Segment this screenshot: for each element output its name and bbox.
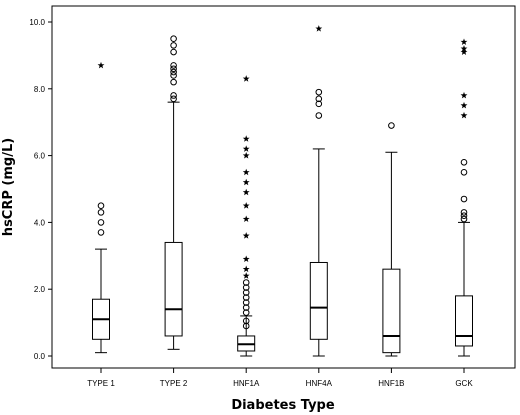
outlier-point <box>315 112 323 119</box>
outlier-point <box>242 289 250 296</box>
y-tick-label: 8.0 <box>34 85 46 94</box>
outlier-point <box>97 229 105 236</box>
box-type-1 <box>92 61 110 354</box>
outlier-point <box>388 122 395 129</box>
box-gck <box>455 38 473 357</box>
outlier-point <box>170 92 177 99</box>
box-series <box>92 25 473 357</box>
extreme-point <box>242 152 250 159</box>
extreme-point <box>242 75 250 82</box>
outlier-point <box>97 209 105 216</box>
outlier-point <box>242 294 250 301</box>
y-tick-label: 4.0 <box>34 218 46 227</box>
outlier-point <box>242 322 250 330</box>
y-axis-ticks: 0.0 2.0 4.0 6.0 8.0 10.0 <box>29 18 52 361</box>
outlier-point <box>460 212 468 220</box>
x-axis-label: Diabetes Type <box>231 398 335 413</box>
outlier-point <box>460 158 468 166</box>
outlier-point <box>170 48 177 56</box>
x-tick-label: HNF4A <box>306 379 333 388</box>
outlier-point <box>170 78 177 86</box>
outlier-point <box>460 209 468 216</box>
extreme-point <box>460 111 468 119</box>
box-type-2 <box>164 35 183 350</box>
extreme-point <box>242 272 250 279</box>
y-tick-label: 0.0 <box>34 352 46 361</box>
extreme-point <box>242 265 250 273</box>
outlier-point <box>460 195 468 203</box>
box-hnf4a <box>309 25 328 357</box>
outlier-point <box>170 65 177 73</box>
x-tick-label: HNF1B <box>378 379 404 388</box>
extreme-point <box>242 178 250 186</box>
outlier-point <box>97 202 105 209</box>
extreme-point <box>460 91 468 99</box>
outlier-point <box>460 169 468 176</box>
extreme-point <box>242 168 250 176</box>
outlier-point <box>242 309 250 316</box>
extreme-point <box>242 188 250 196</box>
extreme-point <box>242 232 250 239</box>
y-tick-label: 2.0 <box>34 285 46 294</box>
outlier-point <box>315 88 323 96</box>
extreme-point <box>460 101 468 109</box>
outlier-point <box>170 35 177 43</box>
outlier-point <box>242 299 250 306</box>
y-tick-label: 6.0 <box>34 152 46 161</box>
extreme-point <box>242 215 250 222</box>
extreme-point <box>242 255 250 263</box>
extreme-point <box>242 202 250 209</box>
iqr-box <box>455 295 473 347</box>
outlier-point <box>170 95 177 103</box>
box-hnf1b <box>382 122 401 357</box>
x-tick-label: GCK <box>455 379 473 388</box>
x-axis-ticks: TYPE 1 TYPE 2 HNF1A HNF4A HNF1B GCK <box>87 368 473 388</box>
y-axis-label: hsCRP (mg/L) <box>1 138 16 236</box>
outlier-point <box>97 219 105 226</box>
outlier-point <box>460 215 468 223</box>
iqr-box <box>309 261 328 340</box>
extreme-point <box>460 38 468 45</box>
outlier-point <box>170 42 177 49</box>
extreme-point <box>460 45 468 52</box>
outlier-point <box>170 72 177 79</box>
iqr-box <box>382 268 401 354</box>
outlier-point <box>315 95 323 103</box>
x-tick-label: TYPE 1 <box>87 379 115 388</box>
x-tick-label: HNF1A <box>233 379 260 388</box>
box-hnf1a <box>237 75 256 357</box>
plot-frame <box>51 5 516 369</box>
outlier-point <box>242 317 250 325</box>
y-tick-label: 10.0 <box>29 18 45 27</box>
outlier-point <box>242 279 250 286</box>
extreme-point <box>242 145 250 152</box>
extreme-point <box>315 25 323 32</box>
extreme-point <box>242 135 250 142</box>
outlier-point <box>170 62 177 69</box>
iqr-box <box>164 241 183 337</box>
outlier-point <box>242 284 250 291</box>
outlier-point <box>242 304 250 311</box>
extreme-point <box>97 61 105 69</box>
outlier-point <box>170 68 177 76</box>
extreme-point <box>460 48 468 55</box>
outlier-point <box>315 100 323 108</box>
x-tick-label: TYPE 2 <box>160 379 188 388</box>
